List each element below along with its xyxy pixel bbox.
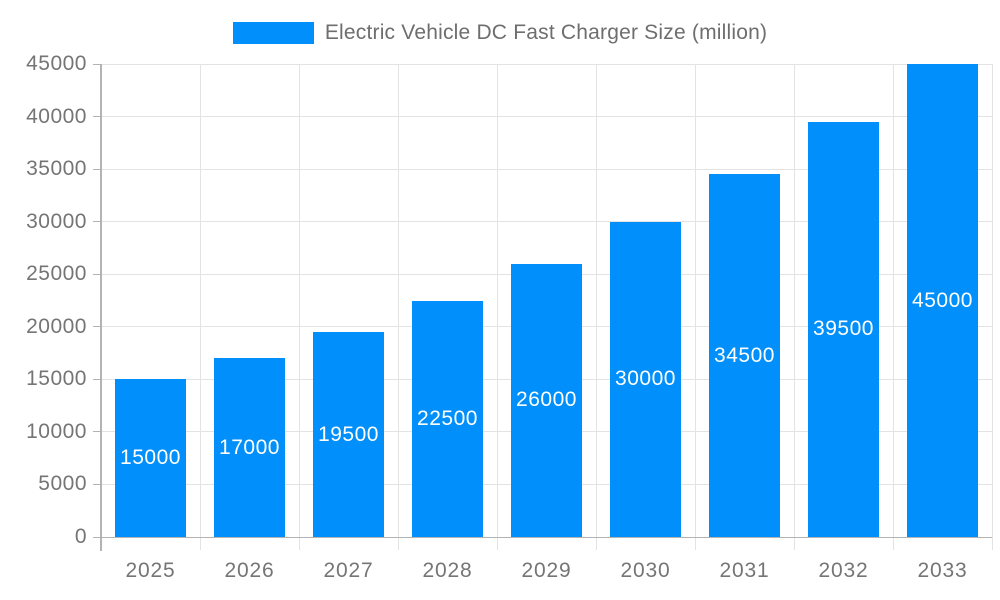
y-tick-label: 25000 bbox=[26, 262, 87, 286]
x-tick-label: 2028 bbox=[422, 559, 473, 582]
x-tick-label: 2027 bbox=[323, 559, 374, 582]
x-tick-label: 2029 bbox=[521, 559, 572, 582]
legend-swatch-icon bbox=[232, 22, 314, 44]
bar: 30000 bbox=[610, 221, 681, 537]
x-gridline bbox=[397, 64, 399, 537]
x-axis-tick bbox=[298, 537, 300, 550]
x-tick-label: 2026 bbox=[224, 559, 275, 582]
y-axis-tick bbox=[93, 273, 101, 275]
x-tick-label: 2031 bbox=[719, 559, 770, 582]
x-axis-tick bbox=[694, 537, 696, 550]
bar: 26000 bbox=[511, 263, 582, 537]
x-axis-tick bbox=[991, 537, 993, 550]
y-axis-tick bbox=[93, 168, 101, 170]
y-gridline bbox=[101, 168, 992, 170]
y-tick-label: 30000 bbox=[26, 209, 87, 233]
x-gridline bbox=[595, 64, 597, 537]
y-axis-tick bbox=[93, 378, 101, 380]
y-axis-tick bbox=[93, 63, 101, 65]
bar-value-label: 19500 bbox=[318, 422, 379, 446]
x-gridline bbox=[298, 64, 300, 537]
bar: 34500 bbox=[709, 174, 780, 537]
x-axis-tick bbox=[397, 537, 399, 550]
bar-value-label: 39500 bbox=[813, 317, 874, 341]
x-axis-line bbox=[101, 536, 992, 538]
y-tick-label: 5000 bbox=[38, 472, 87, 496]
x-gridline bbox=[199, 64, 201, 537]
bar-value-label: 17000 bbox=[219, 435, 280, 459]
y-gridline bbox=[101, 63, 992, 65]
bar: 22500 bbox=[412, 300, 483, 537]
y-axis-tick bbox=[93, 116, 101, 118]
x-gridline bbox=[793, 64, 795, 537]
bar: 17000 bbox=[214, 358, 285, 537]
y-axis-tick bbox=[93, 536, 101, 538]
x-axis-tick bbox=[892, 537, 894, 550]
y-axis-line bbox=[100, 64, 102, 551]
x-tick-label: 2025 bbox=[125, 559, 176, 582]
bar: 45000 bbox=[907, 64, 978, 537]
x-gridline bbox=[991, 64, 993, 537]
bar-value-label: 15000 bbox=[120, 446, 181, 470]
y-tick-label: 40000 bbox=[26, 104, 87, 128]
bar-value-label: 30000 bbox=[615, 367, 676, 391]
y-tick-label: 35000 bbox=[26, 157, 87, 181]
y-tick-label: 10000 bbox=[26, 419, 87, 443]
y-gridline bbox=[101, 116, 992, 118]
y-tick-label: 20000 bbox=[26, 314, 87, 338]
x-gridline bbox=[892, 64, 894, 537]
legend-label: Electric Vehicle DC Fast Charger Size (m… bbox=[324, 21, 768, 44]
x-axis-tick bbox=[199, 537, 201, 550]
y-axis-tick bbox=[93, 483, 101, 485]
x-gridline bbox=[694, 64, 696, 537]
x-axis-tick bbox=[595, 537, 597, 550]
x-tick-label: 2033 bbox=[917, 559, 968, 582]
y-axis-tick bbox=[93, 221, 101, 223]
bar: 19500 bbox=[313, 332, 384, 537]
x-tick-label: 2032 bbox=[818, 559, 869, 582]
x-gridline bbox=[496, 64, 498, 537]
chart-legend: Electric Vehicle DC Fast Charger Size (m… bbox=[0, 20, 1000, 46]
bar-value-label: 22500 bbox=[417, 406, 478, 430]
bar-value-label: 26000 bbox=[516, 388, 577, 412]
y-axis-tick bbox=[93, 326, 101, 328]
x-axis-tick bbox=[793, 537, 795, 550]
bar: 15000 bbox=[115, 379, 186, 537]
bar-value-label: 45000 bbox=[912, 288, 973, 312]
y-tick-label: 45000 bbox=[26, 52, 87, 75]
y-tick-label: 0 bbox=[74, 525, 87, 548]
y-gridline bbox=[101, 221, 992, 223]
y-tick-label: 15000 bbox=[26, 367, 87, 391]
bar: 39500 bbox=[808, 121, 879, 537]
x-axis-tick bbox=[496, 537, 498, 550]
y-axis-tick bbox=[93, 431, 101, 433]
bar-value-label: 34500 bbox=[714, 343, 775, 367]
x-tick-label: 2030 bbox=[620, 559, 671, 582]
